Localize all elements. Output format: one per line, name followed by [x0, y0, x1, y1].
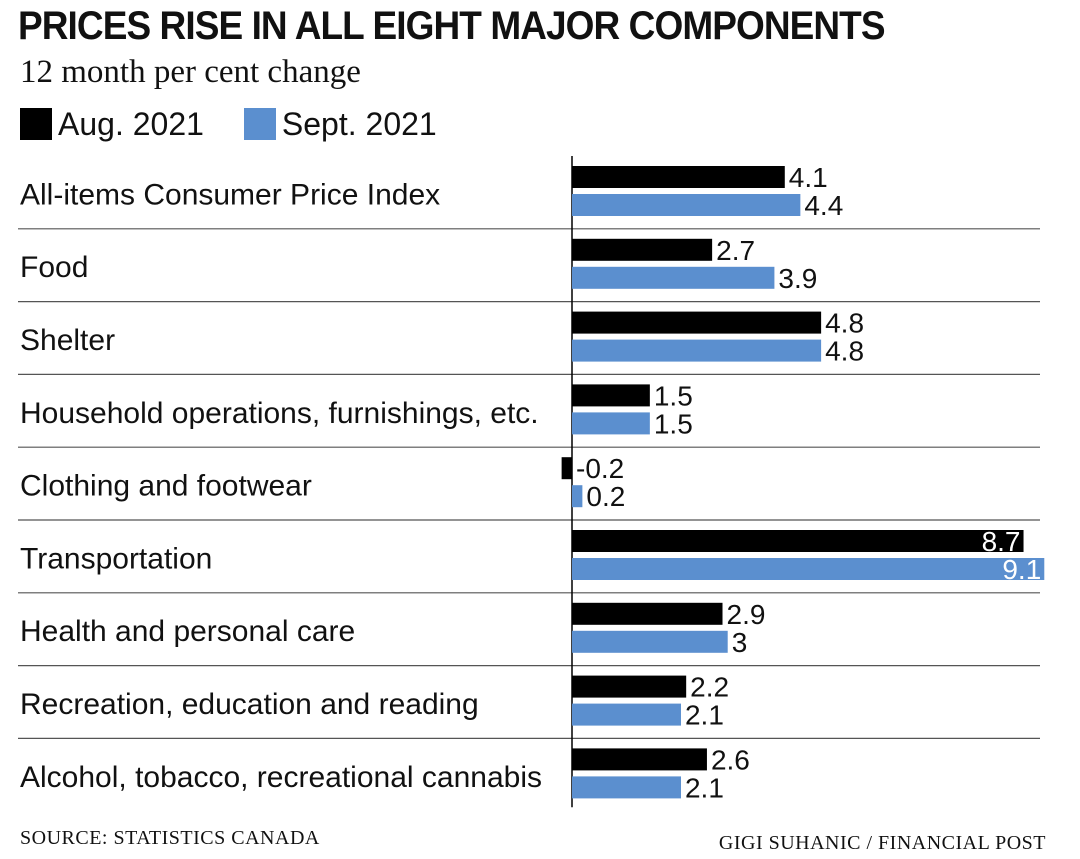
data-label-health-and-personal-care-sept-2021: 3	[732, 627, 748, 658]
source-note: SOURCE: STATISTICS CANADA	[20, 827, 320, 849]
data-label-shelter-aug-2021: 4.8	[825, 308, 864, 339]
bar-alcohol-tobacco-recreational-cannabis-sept-2021	[572, 776, 681, 799]
data-label-shelter-sept-2021: 4.8	[825, 336, 864, 367]
category-label-health-and-personal-care: Health and personal care	[20, 615, 355, 648]
data-label-transportation-sept-2021: 9.1	[1002, 554, 1041, 585]
data-label-recreation-education-and-reading-aug-2021: 2.2	[690, 672, 729, 703]
category-label-clothing-and-footwear: Clothing and footwear	[20, 470, 312, 503]
legend-swatch-aug-2021	[20, 108, 52, 140]
bar-recreation-education-and-reading-aug-2021	[572, 675, 687, 698]
bar-health-and-personal-care-sept-2021	[572, 630, 728, 653]
data-label-alcohol-tobacco-recreational-cannabis-sept-2021: 2.1	[685, 772, 724, 803]
category-label-shelter: Shelter	[20, 324, 115, 357]
legend-label-sept-2021: Sept. 2021	[281, 105, 437, 142]
bar-alcohol-tobacco-recreational-cannabis-aug-2021	[572, 748, 707, 771]
data-label-recreation-education-and-reading-sept-2021: 2.1	[685, 700, 724, 731]
data-label-household-operations-furnishings-etc-aug-2021: 1.5	[654, 380, 693, 411]
legend: Aug. 2021 Sept. 2021	[20, 102, 477, 146]
data-label-clothing-and-footwear-sept-2021: 0.2	[586, 481, 625, 512]
bar-health-and-personal-care-aug-2021	[572, 602, 723, 625]
legend-label-aug-2021: Aug. 2021	[58, 105, 204, 142]
data-label-alcohol-tobacco-recreational-cannabis-aug-2021: 2.6	[711, 744, 750, 775]
bar-shelter-aug-2021	[572, 311, 822, 334]
data-label-food-aug-2021: 2.7	[716, 235, 755, 266]
data-label-household-operations-furnishings-etc-sept-2021: 1.5	[654, 408, 693, 439]
bar-all-items-consumer-price-index-aug-2021	[572, 166, 785, 188]
category-label-transportation: Transportation	[20, 542, 212, 575]
bar-transportation-sept-2021	[572, 558, 1045, 580]
bar-transportation-aug-2021	[572, 530, 1024, 552]
data-label-all-items-consumer-price-index-sept-2021: 4.4	[804, 190, 843, 221]
bar-all-items-consumer-price-index-sept-2021	[572, 194, 801, 216]
bar-clothing-and-footwear-sept-2021	[572, 485, 583, 508]
data-label-food-sept-2021: 3.9	[778, 263, 817, 294]
bar-shelter-sept-2021	[572, 339, 822, 362]
data-label-all-items-consumer-price-index-aug-2021: 4.1	[789, 162, 828, 193]
legend-swatch-sept-2021	[243, 108, 276, 140]
credit-note: GIGI SUHANIC / FINANCIAL POST	[718, 832, 1046, 854]
category-label-recreation-education-and-reading: Recreation, education and reading	[20, 688, 479, 721]
data-label-transportation-aug-2021: 8.7	[982, 526, 1021, 557]
data-label-clothing-and-footwear-aug-2021: -0.2	[576, 453, 624, 484]
chart-title: PRICES RISE IN ALL EIGHT MAJOR COMPONENT…	[18, 4, 886, 48]
category-label-household-operations-furnishings-etc: Household operations, furnishings, etc.	[20, 397, 539, 430]
bar-recreation-education-and-reading-sept-2021	[572, 703, 681, 726]
chart-subtitle: 12 month per cent change	[20, 54, 361, 90]
data-label-health-and-personal-care-aug-2021: 2.9	[727, 599, 766, 630]
bar-household-operations-furnishings-etc-aug-2021	[572, 384, 650, 407]
bar-clothing-and-footwear-aug-2021	[561, 457, 572, 480]
legend-item-sept-2021: Sept. 2021	[243, 105, 437, 143]
bar-food-sept-2021	[572, 266, 775, 289]
bar-household-operations-furnishings-etc-sept-2021	[572, 412, 650, 435]
legend-item-aug-2021: Aug. 2021	[20, 106, 204, 143]
category-label-alcohol-tobacco-recreational-cannabis: Alcohol, tobacco, recreational cannabis	[20, 761, 542, 794]
category-label-food: Food	[20, 251, 88, 284]
bar-food-aug-2021	[572, 238, 713, 261]
category-label-all-items-consumer-price-index: All-items Consumer Price Index	[20, 178, 440, 211]
